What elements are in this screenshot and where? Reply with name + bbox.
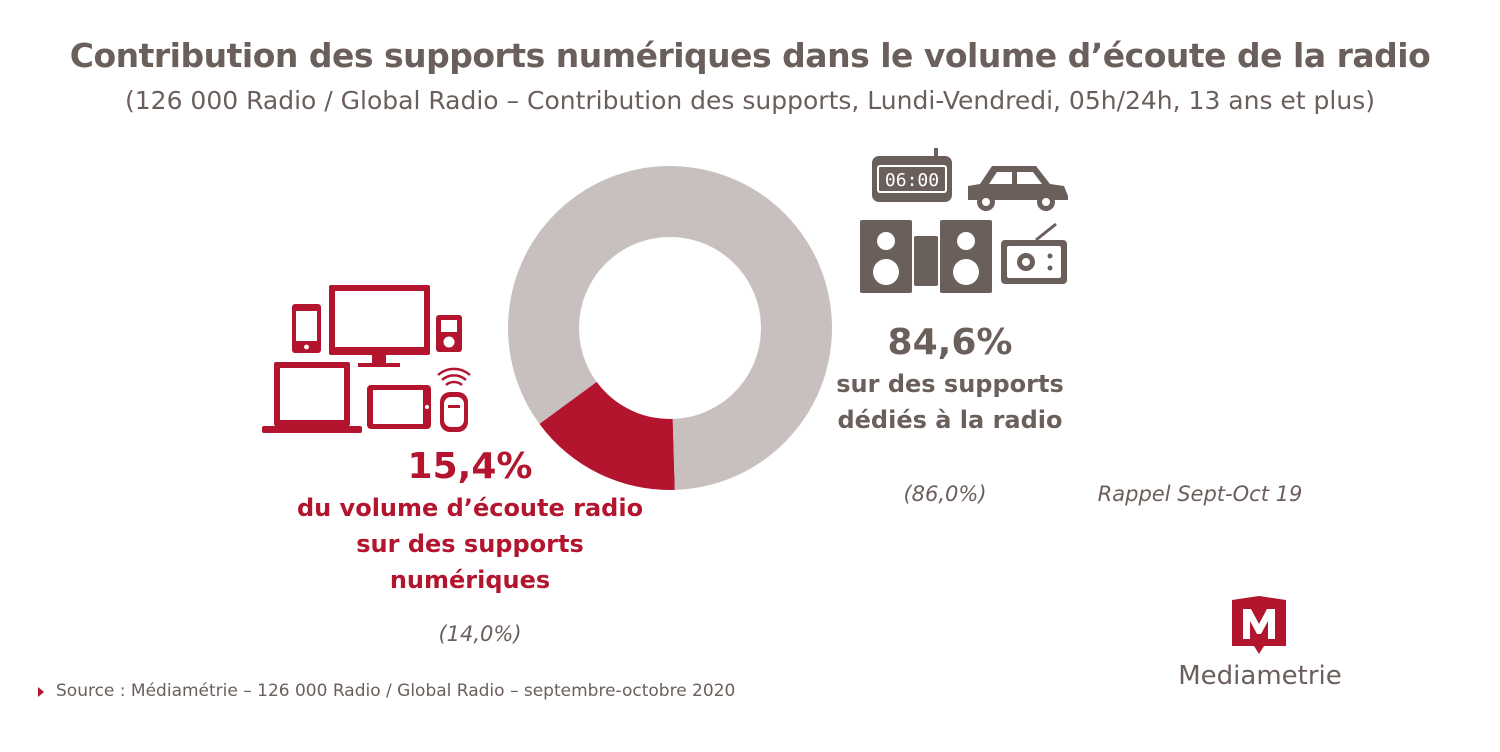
radio-set-icon	[1001, 222, 1067, 284]
chart-title: Contribution des supports numériques dan…	[69, 36, 1431, 75]
digital-share-value: 15,4%	[407, 446, 533, 487]
digital-share-description: du volume d’écoute radio sur des support…	[270, 490, 670, 598]
mp3-player-icon	[436, 315, 462, 352]
source-bullet-icon	[38, 687, 44, 697]
dedicated-desc-line: dédiés à la radio	[837, 406, 1063, 434]
logo-wordmark: Mediametrie	[1178, 661, 1342, 691]
digital-previous-value: (14,0%)	[438, 622, 522, 646]
digital-desc-line: sur des supports	[356, 530, 584, 558]
smart-speaker-icon	[437, 367, 471, 432]
dedicated-previous-value: (86,0%)	[903, 482, 987, 506]
source-note: Source : Médiamétrie – 126 000 Radio / G…	[56, 681, 736, 701]
donut-hole	[579, 237, 761, 419]
car-icon	[968, 166, 1068, 211]
chart-subtitle: (126 000 Radio / Global Radio – Contribu…	[125, 86, 1375, 115]
digital-desc-line: du volume d’écoute radio	[296, 494, 644, 522]
smartphone-icon	[292, 304, 321, 353]
dedicated-desc-line: sur des supports	[836, 370, 1064, 398]
hifi-speakers-icon	[860, 220, 992, 293]
dedicated-share-value: 84,6%	[887, 322, 1013, 363]
monitor-icon	[329, 285, 430, 367]
mediametrie-logo-icon	[1232, 596, 1286, 654]
laptop-icon	[262, 362, 362, 433]
radio-devices-icons: 06:00	[860, 148, 1068, 293]
previous-period-label: Rappel Sept-Oct 19	[1097, 482, 1303, 506]
clock-display: 06:00	[885, 170, 939, 191]
dedicated-share-description: sur des supports dédiés à la radio	[800, 366, 1100, 438]
tablet-icon	[367, 385, 431, 429]
donut-chart	[508, 166, 832, 490]
alarm-clock-icon: 06:00	[872, 148, 952, 202]
digital-desc-line: numériques	[389, 566, 551, 594]
digital-devices-icons	[262, 285, 471, 433]
